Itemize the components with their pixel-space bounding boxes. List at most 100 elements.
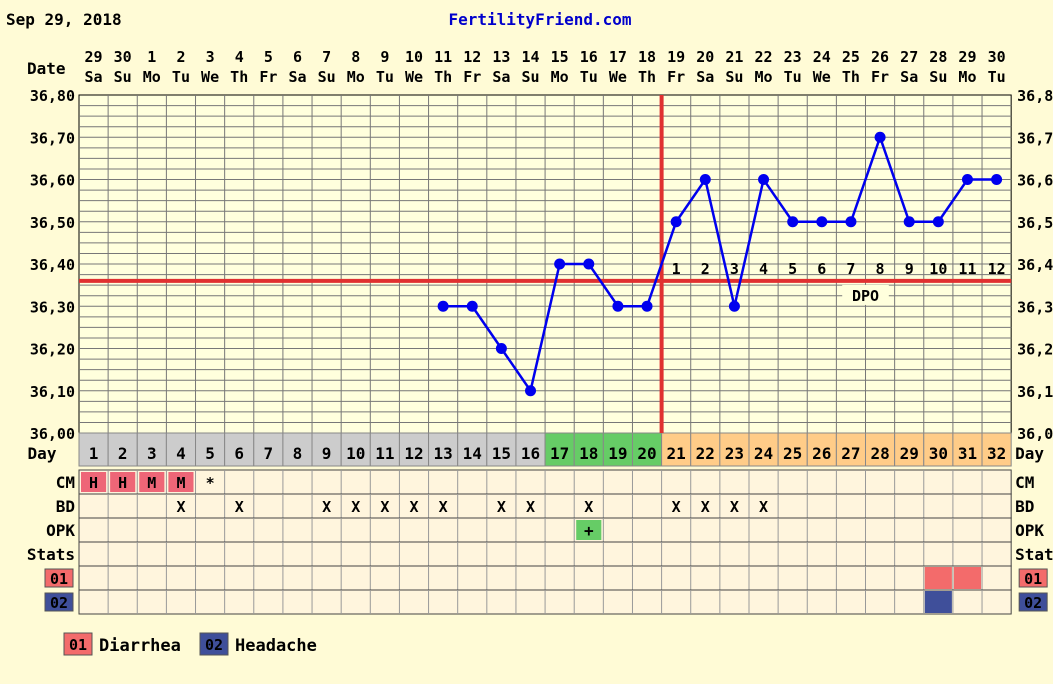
date-label: 22	[755, 48, 773, 66]
cycle-day-label: 1	[89, 444, 99, 463]
bd-value: X	[526, 498, 535, 516]
weekday-label: Tu	[784, 68, 802, 86]
cycle-day-label: 19	[608, 444, 627, 463]
weekday-label: Fr	[463, 68, 481, 86]
date-label: 6	[293, 48, 302, 66]
cycle-day-label: 16	[521, 444, 540, 463]
date-label: 8	[351, 48, 360, 66]
bd-value: X	[439, 498, 448, 516]
date-label: 28	[929, 48, 947, 66]
weekday-label: We	[609, 68, 627, 86]
cycle-day-cell	[398, 432, 430, 467]
bd-value: X	[759, 498, 768, 516]
cycle-day-label: 10	[346, 444, 365, 463]
cm-row-label-right: CM	[1015, 473, 1034, 492]
weekday-label: We	[201, 68, 219, 86]
dpo-label: 11	[958, 260, 976, 278]
date-label: 30	[988, 48, 1006, 66]
s01-row-label: 01	[50, 570, 68, 588]
temperature-line	[443, 133, 997, 394]
temperature-point	[874, 131, 886, 143]
temperature-point	[845, 216, 857, 228]
cycle-day-cell	[981, 432, 1012, 467]
cycle-day-cell	[253, 432, 284, 467]
date-label: 16	[580, 48, 598, 66]
cycle-day-cell	[806, 432, 837, 467]
bd-value: X	[701, 498, 710, 516]
legend-code: 01	[69, 636, 87, 654]
legend-code: 02	[205, 636, 223, 654]
cycle-day-label: 21	[667, 444, 686, 463]
temperature-point	[961, 174, 973, 185]
weekday-label: Th	[842, 68, 860, 86]
y-tick-label: 36,60	[30, 172, 75, 190]
y-tick-label-right: 36,6	[1017, 172, 1053, 190]
temperature-point	[787, 216, 799, 228]
bd-value: X	[380, 498, 389, 516]
weekday-label: Th	[638, 68, 656, 86]
date-label: 12	[463, 48, 481, 66]
cm-value: *	[206, 474, 215, 492]
cm-value: M	[147, 474, 156, 492]
date-label: 11	[434, 48, 452, 66]
weekday-label: We	[813, 68, 831, 86]
cycle-day-cell	[340, 432, 371, 467]
site-link[interactable]: FertilityFriend.com	[448, 10, 631, 29]
dpo-label: 1	[672, 260, 681, 278]
bd-value: X	[584, 498, 593, 516]
temperature-point	[437, 300, 449, 312]
y-tick-label: 36,10	[30, 383, 75, 401]
y-tick-label: 36,20	[30, 341, 75, 359]
weekday-label: Su	[521, 68, 539, 86]
cycle-day-label: 27	[841, 444, 860, 463]
weekday-label: Sa	[492, 68, 510, 86]
cycle-day-cell	[923, 432, 954, 467]
weekday-label: Tu	[580, 68, 598, 86]
temperature-point	[466, 300, 478, 312]
date-label: 30	[114, 48, 132, 66]
s02-row-badge	[44, 592, 74, 612]
legend-badge	[63, 632, 93, 656]
s01-cell	[924, 567, 952, 589]
weekday-label: Mo	[958, 68, 976, 86]
y-tick-label-right: 36,7	[1017, 129, 1053, 147]
cycle-day-cell	[107, 432, 138, 467]
dpo-text: DPO	[852, 287, 879, 305]
cycle-day-label: 6	[234, 444, 244, 463]
date-label: 4	[235, 48, 244, 66]
temperature-point	[758, 174, 770, 185]
y-tick-label-right: 36,5	[1017, 214, 1053, 232]
date-label: 21	[725, 48, 743, 66]
bd-value: X	[672, 498, 681, 516]
weekday-label: Sa	[900, 68, 918, 86]
s02-row-badge-right	[1018, 592, 1048, 612]
cycle-day-label: 25	[783, 444, 802, 463]
weekday-label: Mo	[143, 68, 161, 86]
cycle-day-label: 17	[550, 444, 569, 463]
date-label: 27	[900, 48, 918, 66]
cycle-day-cell	[573, 432, 604, 467]
stats-row-label: Stats	[27, 545, 75, 564]
temperature-point	[554, 258, 566, 270]
s01-row-badge-right	[1018, 568, 1048, 588]
weekday-label: Su	[318, 68, 336, 86]
s02-row-label: 02	[50, 594, 68, 612]
bd-value: X	[176, 498, 185, 516]
weekday-label: Tu	[988, 68, 1006, 86]
date-label: 29	[85, 48, 103, 66]
y-tick-label: 36,80	[30, 87, 75, 105]
date-label: 9	[380, 48, 389, 66]
cycle-day-label: 13	[433, 444, 452, 463]
y-tick-label: 36,40	[30, 256, 75, 274]
date-label: 5	[264, 48, 273, 66]
opk-row-label-right: OPK	[1015, 521, 1044, 540]
date-label: 23	[784, 48, 802, 66]
dpo-label: 10	[929, 260, 947, 278]
dpo-label: 7	[846, 260, 855, 278]
s01-row-label-right: 01	[1024, 570, 1042, 588]
temperature-point	[495, 343, 507, 354]
cycle-day-label: 7	[264, 444, 274, 463]
cm-cell	[110, 472, 136, 492]
cm-cell	[139, 472, 165, 492]
